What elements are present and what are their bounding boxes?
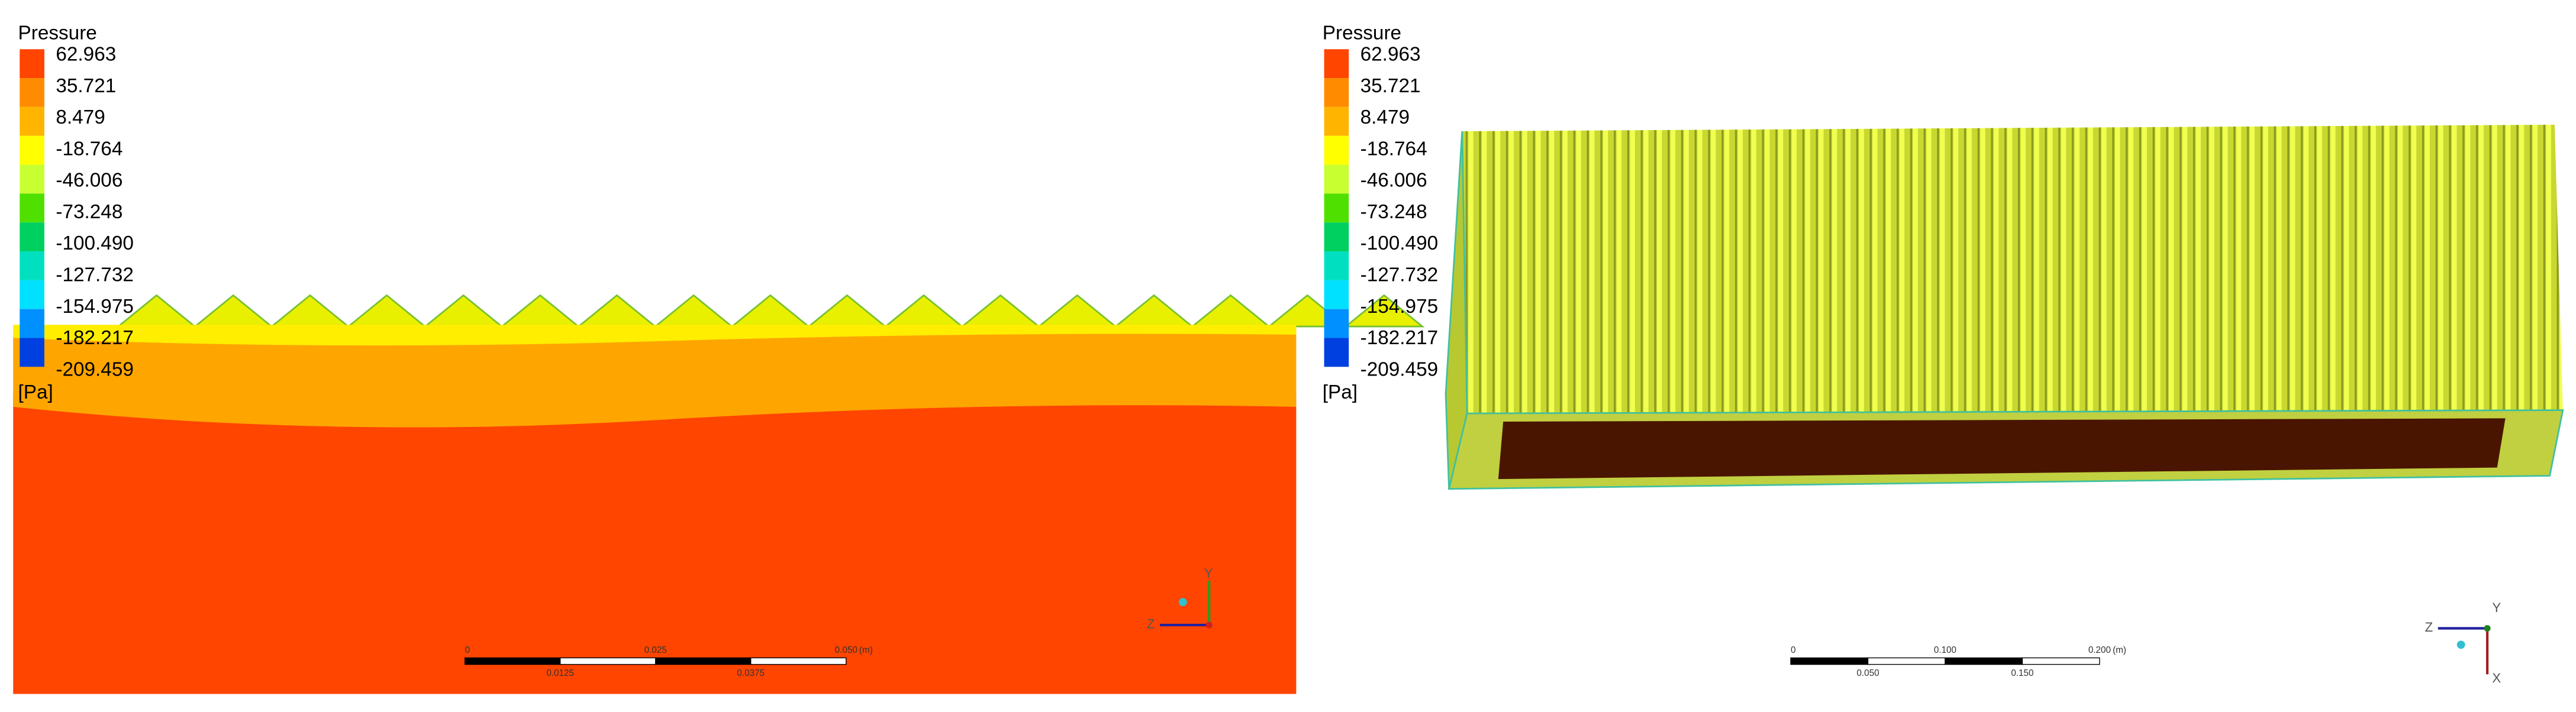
legend-swatch: [1324, 106, 1349, 136]
legend-swatch: [20, 49, 44, 79]
legend-label: 62.963: [1360, 44, 1421, 66]
axis-dot: [1178, 598, 1187, 607]
legend-label: -73.248: [1360, 201, 1427, 223]
left-contour: [13, 294, 1425, 694]
legend-label: -127.732: [56, 264, 133, 286]
legend-label: -18.764: [56, 138, 122, 160]
legend-swatch: [20, 309, 44, 338]
legend-title: Pressure: [1323, 22, 1401, 44]
scale-segment: [464, 657, 561, 665]
legend-unit: [Pa]: [18, 381, 53, 403]
scale-segment: [1790, 657, 1869, 665]
legend-swatch: [20, 78, 44, 107]
axis-label: X: [2492, 671, 2501, 685]
axis-label: Y: [1204, 566, 1213, 581]
legend-label: -209.459: [56, 358, 133, 380]
axis-label: Z: [1147, 617, 1155, 632]
scale-label: 0.100: [1934, 645, 1956, 655]
legend-swatch: [20, 222, 44, 252]
scale-segment: [2022, 657, 2100, 665]
scale-label: 0.050: [1856, 668, 1879, 678]
scale-label: 0.150: [2011, 668, 2033, 678]
legend-swatch: [20, 164, 44, 194]
scale-segment: [559, 657, 656, 665]
legend-swatch: [20, 251, 44, 280]
legend-label: -154.975: [1360, 296, 1438, 318]
legend-label: -46.006: [1360, 170, 1427, 192]
legend-label: -154.975: [56, 296, 133, 318]
axis-origin: [2484, 624, 2491, 632]
legend-label: -209.459: [1360, 358, 1438, 380]
legend-swatch: [1324, 164, 1349, 194]
legend-label: -100.490: [56, 232, 133, 254]
legend-swatch: [20, 280, 44, 309]
right-box: [1445, 124, 2564, 490]
legend-label: -73.248: [56, 201, 122, 223]
legend-label: -18.764: [1360, 138, 1427, 160]
legend-swatch: [1324, 251, 1349, 280]
legend-swatch: [20, 106, 44, 136]
legend-title: Pressure: [18, 22, 97, 44]
legend-swatch: [20, 338, 44, 367]
scale-label: 0.0375: [737, 668, 765, 678]
scale-segment: [1945, 657, 2023, 665]
scale-segment: [750, 657, 847, 665]
axis-label: Y: [2492, 600, 2501, 615]
scale-label: 0.025: [644, 645, 667, 655]
legend-label: -46.006: [56, 170, 122, 192]
legend-swatch: [1324, 193, 1349, 223]
legend-label: 8.479: [1360, 106, 1410, 128]
legend-label: -182.217: [1360, 327, 1438, 349]
legend-swatch: [1324, 135, 1349, 165]
axis-origin: [1205, 622, 1213, 629]
legend-swatch: [1324, 309, 1349, 338]
scale-unit: (m): [2113, 645, 2126, 655]
legend-label: -127.732: [1360, 264, 1438, 286]
scale-label: 0: [465, 645, 470, 655]
scale-label: 0.050: [835, 645, 857, 655]
legend-swatch: [1324, 78, 1349, 107]
scale-segment: [1867, 657, 1946, 665]
scale-unit: (m): [859, 645, 873, 655]
legend-swatch: [1324, 338, 1349, 367]
legend-label: 8.479: [56, 106, 105, 128]
scale-label: 0: [1791, 645, 1795, 655]
legend-label: 35.721: [56, 75, 116, 97]
legend-swatch: [1324, 280, 1349, 309]
legend-swatch: [20, 135, 44, 165]
legend-swatch: [1324, 222, 1349, 252]
scale-segment: [655, 657, 752, 665]
legend-label: 62.963: [56, 44, 116, 66]
scale-label: 0.0125: [546, 668, 574, 678]
legend-label: -100.490: [1360, 232, 1438, 254]
legend-label: 35.721: [1360, 75, 1421, 97]
legend-unit: [Pa]: [1323, 381, 1358, 403]
scale-label: 0.200: [2088, 645, 2111, 655]
legend-swatch: [1324, 49, 1349, 79]
axis-dot: [2456, 640, 2465, 649]
axis-label: Z: [2425, 620, 2433, 635]
legend-swatch: [20, 193, 44, 223]
legend-label: -182.217: [56, 327, 133, 349]
